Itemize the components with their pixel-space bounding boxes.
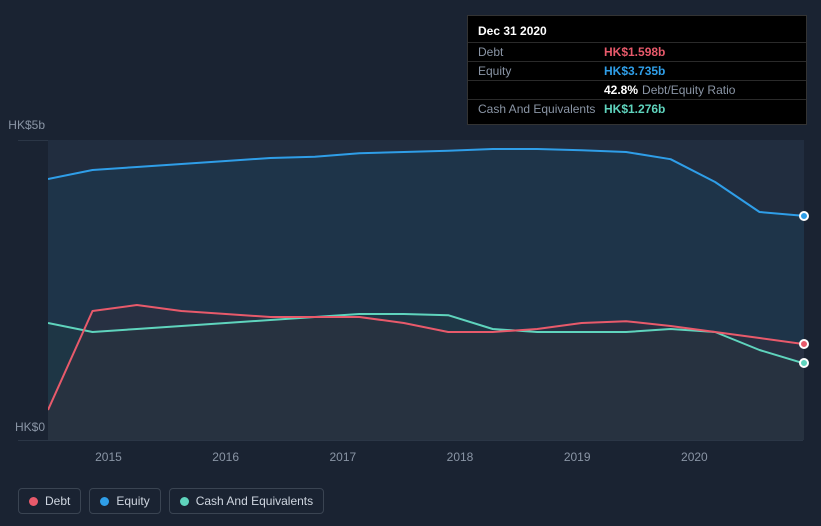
- legend-label: Cash And Equivalents: [196, 494, 313, 508]
- chart-tooltip: Dec 31 2020 DebtHK$1.598bEquityHK$3.735b…: [467, 15, 807, 125]
- tooltip-row-value: HK$3.735b: [604, 64, 665, 78]
- legend-dot-icon: [29, 497, 38, 506]
- tooltip-row-value: HK$1.276b: [604, 102, 665, 116]
- x-axis-label: 2015: [95, 450, 122, 464]
- tooltip-date: Dec 31 2020: [468, 22, 806, 42]
- series-end-marker-debt: [799, 339, 809, 349]
- series-end-marker-equity: [799, 211, 809, 221]
- tooltip-row-label: Cash And Equivalents: [478, 102, 604, 116]
- gridline-bottom: [18, 440, 803, 441]
- legend-dot-icon: [100, 497, 109, 506]
- x-axis-label: 2018: [447, 450, 474, 464]
- tooltip-row-value: HK$1.598b: [604, 45, 665, 59]
- x-axis-label: 2016: [212, 450, 239, 464]
- tooltip-row-label: Debt: [478, 45, 604, 59]
- series-end-marker-cash: [799, 358, 809, 368]
- y-axis-label-min: HK$0: [15, 420, 45, 434]
- tooltip-row: 42.8% Debt/Equity Ratio: [468, 80, 806, 99]
- tooltip-row-label: Equity: [478, 64, 604, 78]
- financial-chart: HK$5b HK$0 2015 2016 2017 2018 2019 2020 Dec …: [0, 0, 821, 526]
- legend-dot-icon: [180, 497, 189, 506]
- tooltip-ratio-value: 42.8%: [604, 83, 638, 97]
- legend-item-debt[interactable]: Debt: [18, 488, 81, 514]
- tooltip-row: Cash And EquivalentsHK$1.276b: [468, 99, 806, 118]
- tooltip-row: EquityHK$3.735b: [468, 61, 806, 80]
- chart-plot: [48, 140, 804, 440]
- legend-item-cash[interactable]: Cash And Equivalents: [169, 488, 324, 514]
- legend-label: Equity: [116, 494, 149, 508]
- tooltip-row: DebtHK$1.598b: [468, 42, 806, 61]
- tooltip-row-label: [478, 83, 604, 97]
- x-axis-label: 2017: [329, 450, 356, 464]
- x-axis-label: 2020: [681, 450, 708, 464]
- tooltip-ratio-label: Debt/Equity Ratio: [642, 83, 735, 97]
- legend-item-equity[interactable]: Equity: [89, 488, 160, 514]
- legend-label: Debt: [45, 494, 70, 508]
- y-axis-label-max: HK$5b: [8, 118, 45, 132]
- x-axis-label: 2019: [564, 450, 591, 464]
- chart-legend: Debt Equity Cash And Equivalents: [18, 488, 324, 514]
